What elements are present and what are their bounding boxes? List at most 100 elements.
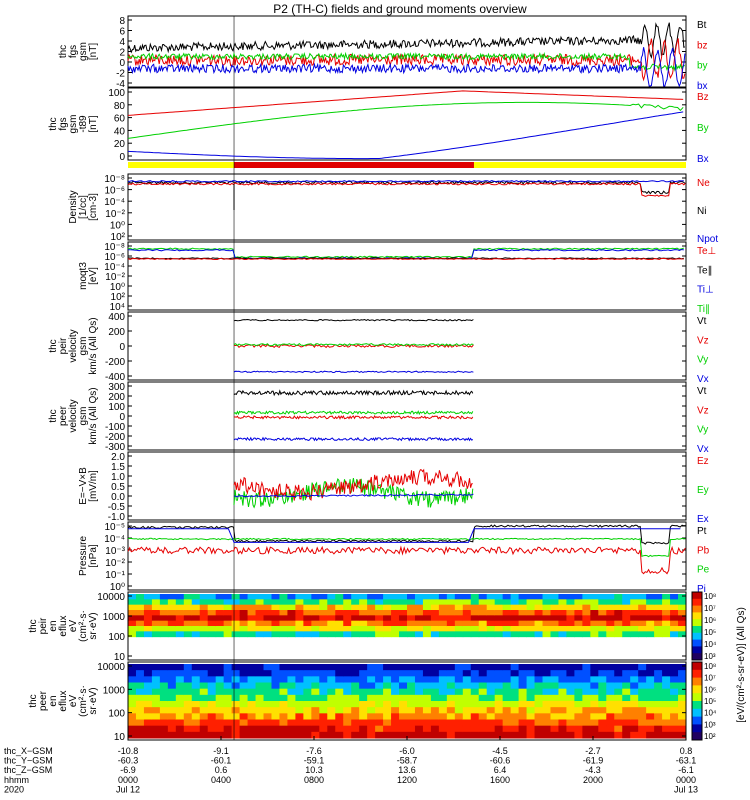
spectrogram-cell [183,688,193,696]
spectrogram-cell [478,688,488,696]
spectrogram-cell [199,701,209,708]
y-tick-label: -1.0 [108,512,126,523]
colorbar-tick-label: 10⁶ [704,616,716,625]
spectrogram-cell [502,676,512,683]
spectrogram-cell [582,626,591,632]
spectrogram-cell [670,594,679,600]
spectrogram-cell [462,610,472,616]
spectrogram-cell [510,719,520,727]
spectrogram-cell [670,719,679,727]
colorbar-tick-label: 10⁵ [704,697,716,706]
spectrogram-cell [287,664,296,671]
spectrogram-cell [414,719,424,727]
spectrogram-cell [486,594,496,600]
spectrogram-cell [135,631,145,638]
spectrogram-cell [518,670,528,677]
spectrogram-cell [558,701,567,708]
spectrogram-cell [598,626,607,632]
spectrogram-cell [494,688,504,696]
colorbar-segment [692,598,702,607]
spectrogram-cell [678,594,687,600]
spectrogram-cell [670,731,679,739]
spectrogram-cell [207,694,217,702]
spectrogram-cell [207,707,217,714]
spectrogram-cell [422,610,432,616]
spectrogram-cell [303,725,312,733]
spectrogram-cell [399,713,408,720]
spectrogram-cell [486,725,496,733]
spectrogram-cell [247,725,257,733]
spectrogram-cell [606,688,615,696]
legend-Te∥: Te∥ [697,265,713,276]
spectrogram-cell [422,682,432,690]
spectrogram-cell [151,701,161,708]
spectrogram-cell [574,701,583,708]
series-Ti-par [127,247,684,259]
mode-bar-red [234,162,474,168]
spectrogram-cell [223,725,233,733]
spectrogram-cell [311,731,320,739]
y-tick-label: 0 [119,412,125,423]
spectrogram-cell [191,670,201,677]
spectrogram-cell [287,610,296,616]
spectrogram-cell [638,631,647,638]
legend-Bt: Bt [697,20,707,31]
y-tick-label: 200 [108,327,125,338]
spectrogram-cell [231,594,241,600]
spectrogram-cell [422,725,432,733]
spectrogram-cell [662,719,671,727]
colorbar-segment [692,716,702,725]
spectrogram-cell [191,676,201,683]
spectrogram-cell [159,725,169,733]
spectrogram-cell [223,676,233,683]
y-label-line: [nT] [88,115,99,132]
spectrogram-cell [478,713,488,720]
spectrogram-cell [606,615,615,622]
spectrogram-cell [215,688,225,696]
spectrogram-cell [638,615,647,622]
y-tick-label: 10⁻⁴ [104,534,125,545]
x-row-label: thc_X−GSM [4,746,53,756]
spectrogram-cell [335,594,344,600]
series-Ey [233,477,474,509]
spectrogram-cell [550,615,559,622]
spectrogram-cell [670,615,679,622]
spectrogram-cell [391,594,400,600]
spectrogram-cell [255,707,265,714]
spectrogram-cell [446,719,456,727]
spectrogram-cell [478,631,488,638]
y-tick-label: 100 [108,88,125,99]
spectrogram-cell [462,626,472,632]
spectrogram-cell [335,694,344,702]
spectrogram-cell [414,626,424,632]
spectrogram-cell [247,610,257,616]
spectrogram-cell [151,725,161,733]
spectrogram-cell [399,688,408,696]
spectrogram-cell [135,719,145,727]
spectrogram-cell [590,631,599,638]
spectrogram-cell [383,615,392,622]
spectrogram-cell [494,694,504,702]
spectrogram-cell [606,620,615,627]
spectrogram-cell [582,670,591,677]
spectrogram-cell [438,664,448,671]
spectrogram-cell [295,631,304,638]
y-tick-label: 40 [114,126,126,137]
spectrogram-cell [215,615,225,622]
spectrogram-cell [574,725,583,733]
spectrogram-cell [359,615,368,622]
spectrogram-cell [462,631,472,638]
colorbar-label: [eV/(cm²-s-sr-eV)] (All Qs) [736,607,747,723]
spectrogram-cell [414,682,424,690]
spectrogram-cell [287,676,296,683]
y-tick-label: 0 [119,58,125,69]
spectrogram-cell [574,731,583,739]
spectrogram-cell [502,719,512,727]
spectrogram-cell [654,599,663,606]
spectrogram-cell [470,620,480,627]
y-tick-label: 10² [111,292,126,303]
spectrogram-cell [574,626,583,632]
colorbar-tick-label: 10⁷ [704,604,716,613]
colorbar-tick-label: 10⁴ [704,709,717,718]
spectrogram-cell [494,719,504,727]
